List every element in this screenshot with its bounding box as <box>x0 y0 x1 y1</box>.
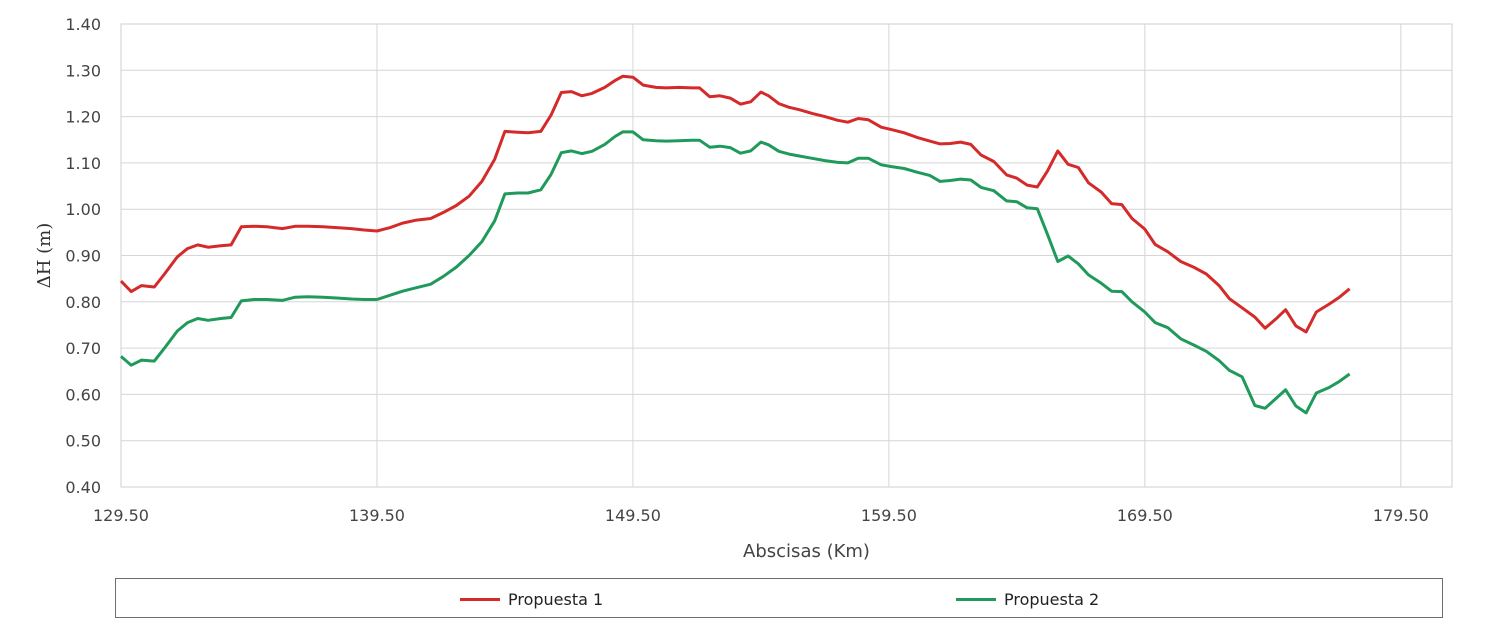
series-line <box>120 130 1351 415</box>
y-tick-label: 0.80 <box>65 293 101 312</box>
x-tick-label: 159.50 <box>861 506 917 525</box>
y-tick-label: 0.40 <box>65 478 101 497</box>
x-tick-label: 129.50 <box>93 506 149 525</box>
x-axis-title: Abscisas (Km) <box>743 541 870 562</box>
y-tick-label: 0.60 <box>65 385 101 404</box>
x-tick-label: 179.50 <box>1373 506 1429 525</box>
legend-swatch-propuesta-1 <box>460 597 500 601</box>
y-tick-label: 0.70 <box>65 339 101 358</box>
grid <box>120 23 1452 488</box>
legend-label-propuesta-1: Propuesta 1 <box>508 589 604 609</box>
legend: Propuesta 1 Propuesta 2 <box>115 578 1443 618</box>
x-axis-ticks: 129.50 139.50 149.50 159.50 169.50 179.50 <box>93 506 1429 525</box>
series-propuesta-2 <box>120 130 1351 415</box>
y-tick-label: 1.40 <box>65 15 101 34</box>
y-axis-ticks: 0.40 0.50 0.60 0.70 0.80 0.90 1.00 1.10 1.20 1.30… <box>65 15 101 497</box>
y-tick-label: 1.00 <box>65 200 101 219</box>
legend-label-propuesta-2: Propuesta 2 <box>1004 589 1100 609</box>
legend-swatch-propuesta-2 <box>956 597 996 601</box>
y-tick-label: 0.90 <box>65 247 101 266</box>
chart-plot: 0.40 0.50 0.60 0.70 0.80 0.90 1.00 1.10 1.20 1.30… <box>34 15 1453 562</box>
x-tick-label: 149.50 <box>605 506 661 525</box>
x-tick-label: 139.50 <box>349 506 405 525</box>
series-line <box>119 74 1351 334</box>
x-tick-label: 169.50 <box>1117 506 1173 525</box>
legend-item-propuesta-2: Propuesta 2 <box>956 579 1099 619</box>
y-tick-label: 1.30 <box>65 61 101 80</box>
series-propuesta-1 <box>119 74 1351 334</box>
y-axis-title: ΔH (m) <box>34 223 55 289</box>
plot-area-frame <box>120 23 1453 488</box>
legend-item-propuesta-1: Propuesta 1 <box>460 579 603 619</box>
series-lines <box>119 74 1351 415</box>
y-tick-label: 0.50 <box>65 432 101 451</box>
y-tick-label: 1.10 <box>65 154 101 173</box>
y-tick-label: 1.20 <box>65 108 101 127</box>
